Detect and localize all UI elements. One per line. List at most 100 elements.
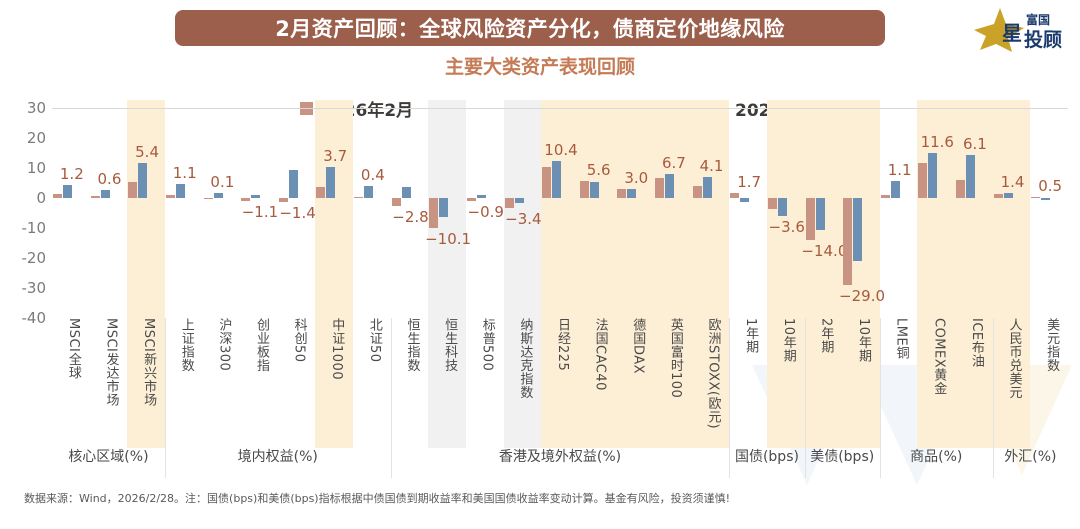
bar-group: 1.1 bbox=[165, 108, 203, 318]
bar-ytd bbox=[740, 198, 750, 202]
group-separator bbox=[879, 318, 881, 478]
bar-feb bbox=[278, 198, 288, 203]
y-axis-tick: -30 bbox=[21, 279, 47, 297]
x-axis-group-label: 核心区域(%) bbox=[68, 449, 149, 465]
title-banner: 2月资产回顾：全球风险资产分化，债商定价地缘风险 bbox=[175, 10, 885, 46]
bar-value-label: 1.1 bbox=[887, 161, 912, 180]
bar-value-label: 0.5 bbox=[1038, 176, 1063, 195]
svg-text:富国: 富国 bbox=[1026, 12, 1050, 27]
bar-group: 0.5 bbox=[1030, 108, 1068, 318]
x-axis-label: 美元指数 bbox=[1044, 318, 1060, 372]
fuguo-logo: 星 富国 投顾 bbox=[968, 6, 1068, 54]
bar-feb bbox=[504, 198, 514, 209]
bar-value-label: 6.1 bbox=[962, 135, 987, 154]
bar-value-label: −10.1 bbox=[425, 230, 472, 249]
highlight-band bbox=[127, 100, 165, 448]
bar-group: 4.1 bbox=[692, 108, 730, 318]
bar-value-label: 5.6 bbox=[586, 161, 611, 180]
bar-ytd bbox=[665, 174, 675, 198]
bar-ytd bbox=[100, 190, 110, 198]
y-axis-tick: -40 bbox=[21, 309, 47, 327]
zero-baseline bbox=[52, 108, 1068, 109]
bar-value-label: 1.2 bbox=[59, 165, 84, 184]
bar-ytd bbox=[589, 182, 599, 198]
y-axis-tick: -20 bbox=[21, 249, 47, 267]
bar-value-label: 6.7 bbox=[661, 154, 686, 172]
x-axis-label: 英国富时100 bbox=[667, 318, 683, 399]
bar-value-label: 0.4 bbox=[360, 165, 385, 184]
bar-feb bbox=[692, 185, 702, 198]
highlight-band bbox=[804, 100, 843, 448]
chart-header: 2月资产回顾：全球风险资产分化，债商定价地缘风险 主要大类资产表现回顾 星 富国… bbox=[0, 0, 1080, 92]
y-axis-tick: 20 bbox=[26, 129, 46, 147]
bar-group: −0.9 bbox=[466, 108, 504, 318]
svg-text:星: 星 bbox=[1002, 21, 1022, 45]
x-axis-group-label: 香港及境外权益(%) bbox=[498, 449, 622, 465]
x-axis-group-label: 商品(%) bbox=[910, 449, 963, 465]
bar-ytd bbox=[702, 177, 712, 198]
bar-group: 10.4 bbox=[541, 108, 579, 318]
bar-ytd bbox=[627, 188, 637, 198]
highlight-band bbox=[578, 100, 617, 448]
bar-ytd bbox=[514, 198, 524, 203]
bar-feb bbox=[617, 189, 627, 198]
bar-value-label: −14.0 bbox=[801, 242, 848, 260]
bar-ytd bbox=[777, 198, 787, 216]
x-axis-group-labels: 核心区域(%) 境内权益(%) 香港及境外权益(%) 国债(bps) 美债(bps) 商品… bbox=[0, 446, 1080, 472]
x-axis-label: 1年期 bbox=[743, 318, 759, 354]
bar-value-label: −1.1 bbox=[241, 203, 279, 222]
x-axis-label: MSCI发达市场 bbox=[103, 318, 119, 407]
bar-ytd bbox=[815, 198, 825, 230]
bar-feb bbox=[391, 198, 401, 207]
bar-feb bbox=[128, 181, 138, 198]
highlight-band bbox=[691, 100, 730, 448]
bar-ytd bbox=[853, 198, 863, 261]
bar-feb bbox=[767, 198, 777, 209]
x-axis-label: 恒生科技 bbox=[442, 318, 458, 372]
bar-ytd bbox=[552, 160, 562, 198]
bar-value-label: −29.0 bbox=[839, 287, 886, 305]
bar-ytd bbox=[890, 181, 900, 198]
bar-group: −1.4 bbox=[278, 108, 316, 318]
bar-ytd bbox=[966, 155, 976, 198]
bar-ytd bbox=[401, 187, 411, 198]
bar-group: 0.4 bbox=[353, 108, 391, 318]
bar-feb bbox=[466, 198, 476, 201]
bar-value-label: −1.4 bbox=[279, 204, 316, 223]
y-axis-tick: 0 bbox=[36, 189, 46, 207]
bar-ytd bbox=[213, 193, 223, 198]
x-axis-label: 10年期 bbox=[780, 318, 796, 363]
bar-ytd bbox=[138, 162, 148, 198]
group-separator bbox=[992, 318, 994, 478]
bar-feb bbox=[956, 179, 966, 198]
bar-feb bbox=[53, 194, 62, 198]
bar-ytd bbox=[326, 167, 336, 198]
chart-plot-area: 30 20 10 0 -10 -20 -30 -40 1.2 0.6 5.4 1.1 0.1 −1.1−… bbox=[0, 99, 1080, 448]
bar-value-label: −3.6 bbox=[768, 218, 805, 236]
highlight-band bbox=[992, 100, 1031, 448]
x-axis-label: 上证指数 bbox=[178, 318, 194, 372]
bar-feb bbox=[993, 193, 1003, 198]
bar-group: 5.4 bbox=[127, 108, 165, 318]
bar-ytd bbox=[175, 183, 185, 198]
bar-group: 5.6 bbox=[579, 108, 617, 318]
bar-group: 3.0 bbox=[616, 108, 654, 318]
bar-value-label: 4.1 bbox=[699, 157, 724, 175]
x-axis-label: 日经225 bbox=[555, 318, 570, 372]
bar-value-label: 0.6 bbox=[97, 170, 122, 189]
x-axis-label: 10年期 bbox=[856, 318, 872, 363]
highlight-band bbox=[616, 100, 655, 448]
svg-text:投顾: 投顾 bbox=[1024, 28, 1062, 51]
x-axis-group-label: 外汇(%) bbox=[1004, 449, 1057, 465]
highlight-band bbox=[315, 100, 354, 448]
bar-feb bbox=[1031, 196, 1041, 198]
bar-feb bbox=[429, 198, 439, 229]
bar-value-label: 0.1 bbox=[210, 173, 235, 192]
bar-ytd bbox=[928, 153, 938, 198]
bar-feb bbox=[918, 163, 928, 198]
footnote: 数据来源：Wind，2026/2/28。注：国债(bps)和美债(bps)指标根… bbox=[24, 492, 731, 505]
group-separator bbox=[804, 318, 806, 478]
bar-value-label: 11.6 bbox=[920, 133, 954, 151]
bar-feb bbox=[880, 194, 890, 198]
x-axis-label: 恒生指数 bbox=[404, 318, 420, 372]
